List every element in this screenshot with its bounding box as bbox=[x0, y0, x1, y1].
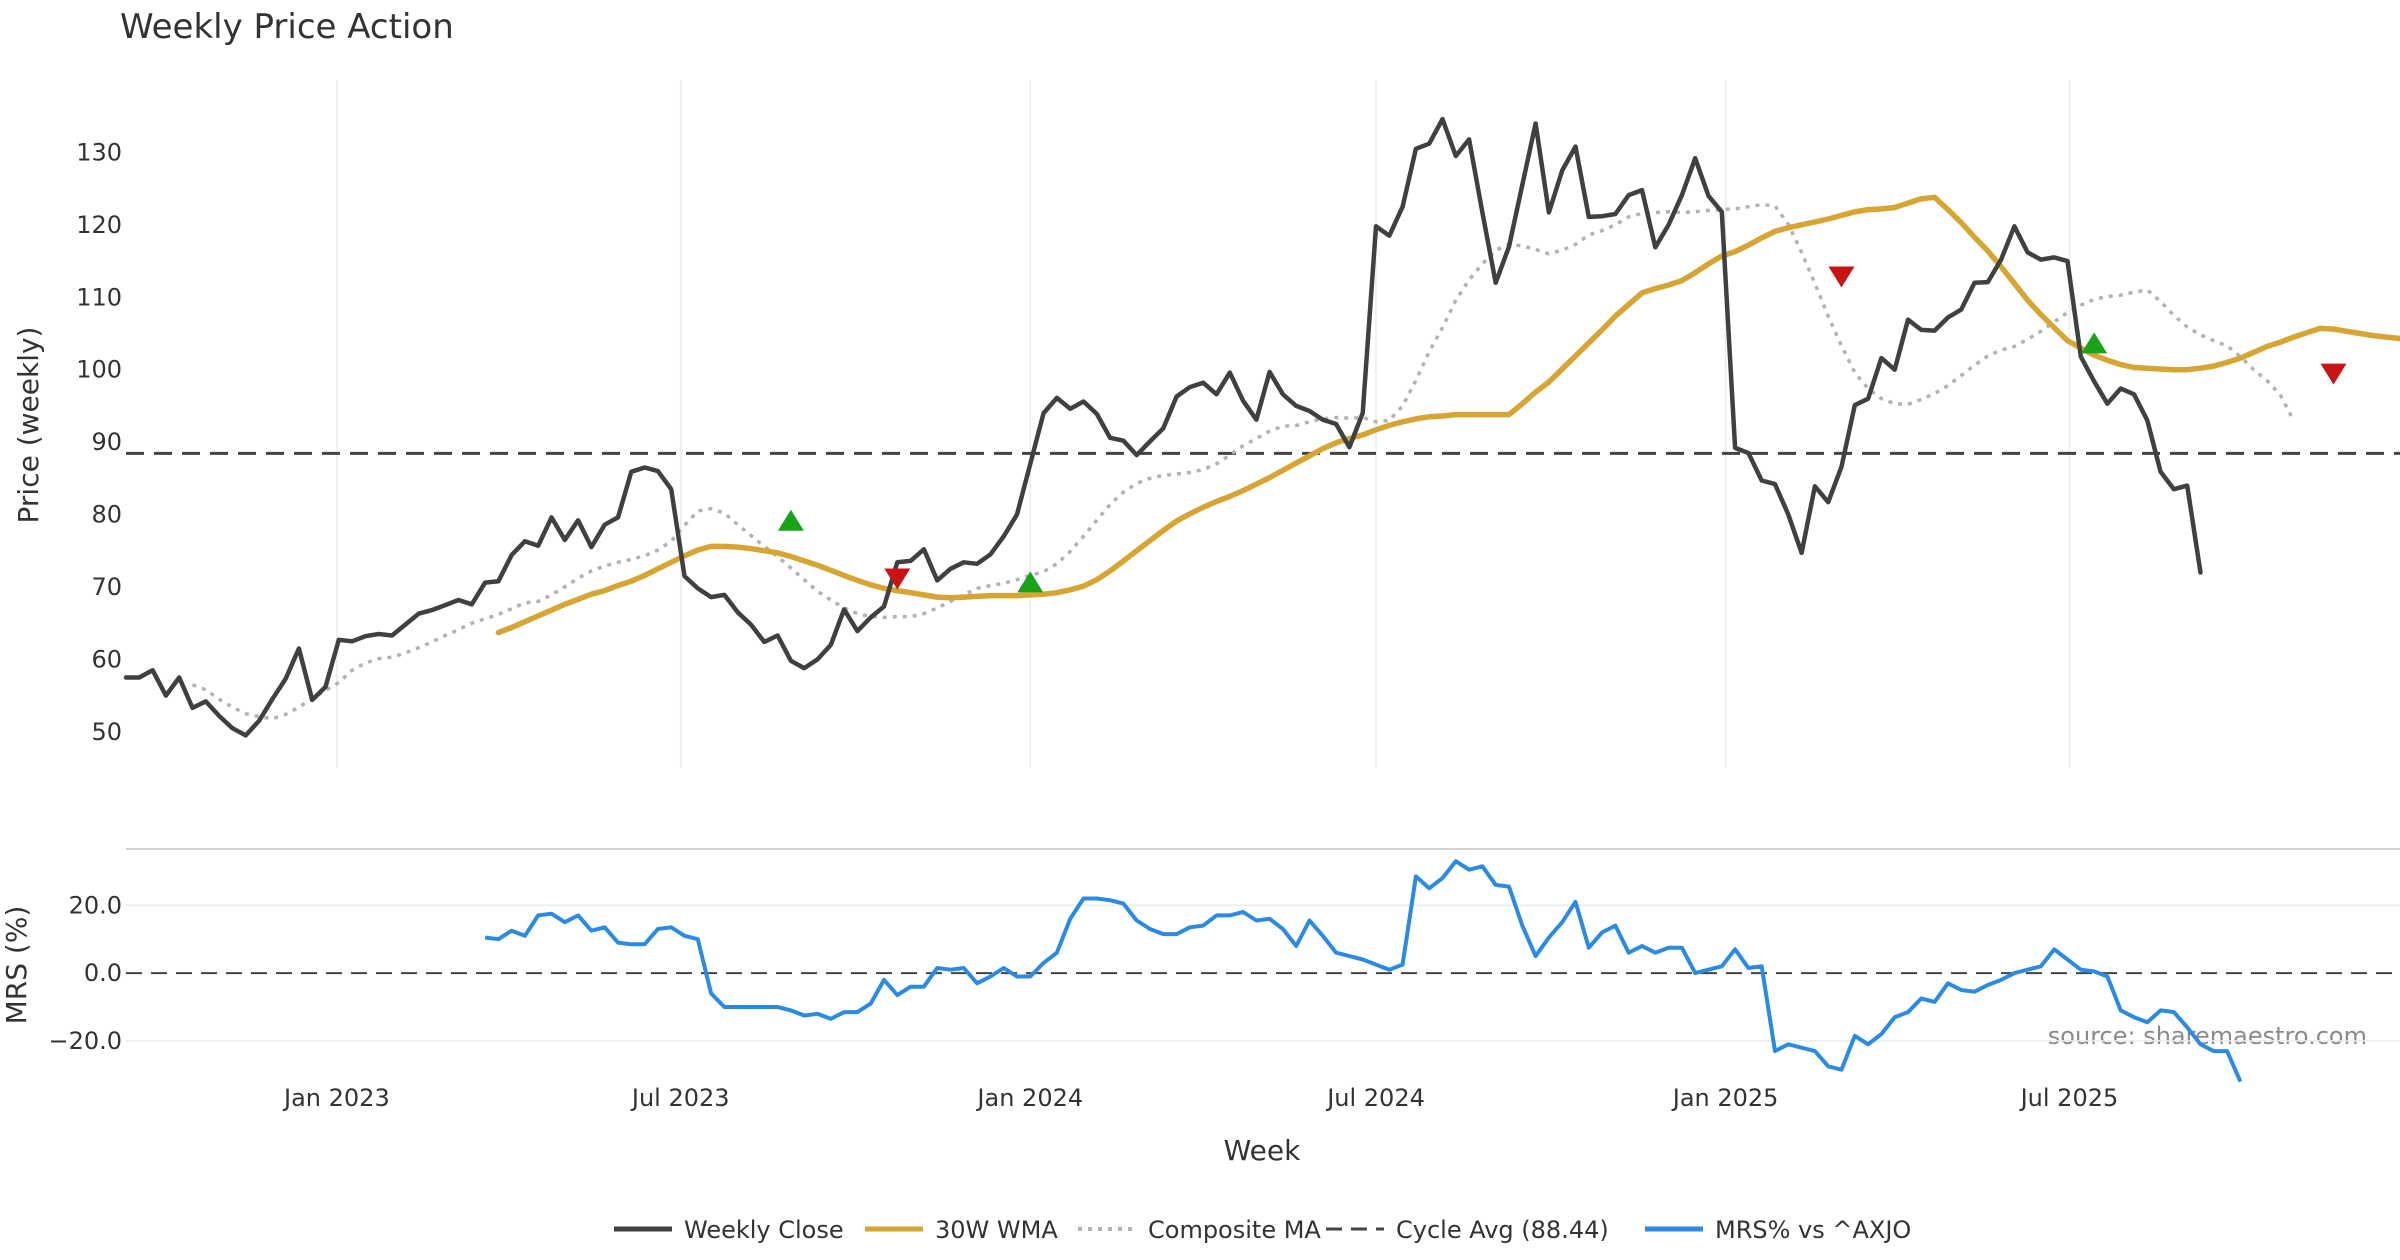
price-y-tick-label: 60 bbox=[91, 645, 122, 673]
buy-signal-marker bbox=[1017, 571, 1044, 593]
price-series bbox=[123, 116, 2400, 738]
price-y-axis-label: Price (weekly) bbox=[12, 327, 45, 524]
sell-signal-marker bbox=[884, 568, 911, 590]
price-y-ticks: 50 60 70 80 90 100 110 120 130 bbox=[76, 138, 122, 745]
mrs-grid bbox=[126, 904, 2400, 1042]
reference-lines bbox=[126, 451, 2400, 975]
x-tick-label: Jan 2023 bbox=[282, 1084, 390, 1112]
mrs-line bbox=[484, 859, 2243, 1083]
price-y-tick-label: 130 bbox=[76, 138, 122, 166]
mrs-y-axis-label: MRS (%) bbox=[0, 906, 33, 1025]
legend-label: MRS% vs ^AXJO bbox=[1715, 1216, 1911, 1244]
mrs-y-ticks: −20.0 0.0 20.0 bbox=[48, 891, 122, 1055]
x-tick-label: Jan 2025 bbox=[1671, 1084, 1779, 1112]
mrs-y-tick-label: 20.0 bbox=[69, 891, 122, 919]
x-tick-label: Jan 2024 bbox=[975, 1084, 1083, 1112]
price-y-tick-label: 70 bbox=[91, 573, 122, 601]
mrs-y-tick-label: −20.0 bbox=[48, 1027, 122, 1055]
chart-title: Weekly Price Action bbox=[120, 7, 454, 47]
x-tick-label: Jul 2025 bbox=[2019, 1084, 2119, 1112]
composite-ma-line bbox=[191, 202, 2296, 721]
buy-signal-marker bbox=[2081, 332, 2108, 354]
price-y-tick-label: 80 bbox=[91, 501, 122, 529]
source-label: source: sharemaestro.com bbox=[2048, 1022, 2367, 1050]
price-y-tick-label: 50 bbox=[91, 718, 122, 746]
price-y-tick-label: 120 bbox=[76, 211, 122, 239]
x-tick-label: Jul 2023 bbox=[630, 1084, 730, 1112]
30w-wma-line bbox=[495, 194, 2400, 636]
signal-markers bbox=[777, 266, 2347, 593]
price-grid bbox=[336, 80, 2071, 768]
legend: Weekly Close 30W WMA Composite MA Cycle Avg… bbox=[614, 1216, 1911, 1244]
price-y-tick-label: 110 bbox=[76, 283, 122, 311]
legend-label: 30W WMA bbox=[935, 1216, 1058, 1244]
legend-label: Weekly Close bbox=[684, 1216, 844, 1244]
price-y-tick-label: 100 bbox=[76, 356, 122, 384]
x-tick-label: Jul 2024 bbox=[1325, 1084, 1425, 1112]
mrs-y-tick-label: 0.0 bbox=[84, 959, 122, 987]
x-axis-label: Week bbox=[1224, 1134, 1301, 1167]
weekly-close-line bbox=[123, 116, 2203, 738]
x-ticks: Jan 2023 Jul 2023 Jan 2024 Jul 2024 Jan 2025… bbox=[282, 1084, 2118, 1112]
buy-signal-marker bbox=[777, 509, 804, 531]
legend-label: Cycle Avg (88.44) bbox=[1396, 1216, 1609, 1244]
price-y-tick-label: 90 bbox=[91, 428, 122, 456]
sell-signal-marker bbox=[2320, 363, 2347, 385]
sell-signal-marker bbox=[1828, 266, 1855, 288]
legend-label: Composite MA bbox=[1148, 1216, 1321, 1244]
mrs-series bbox=[484, 859, 2243, 1083]
